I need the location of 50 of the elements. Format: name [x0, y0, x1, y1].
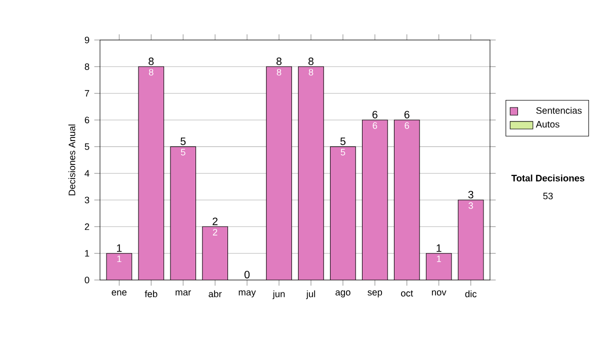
data-label: 8 [308, 68, 314, 76]
data-label: 8 [276, 68, 282, 76]
total-label: 6 [372, 110, 378, 118]
x-tick-label: feb [144, 290, 158, 298]
text: 53 [543, 192, 553, 200]
total-label: 8 [308, 58, 314, 66]
data-label: 1 [117, 256, 122, 262]
y-tick-label: 7 [84, 90, 90, 97]
legend-label: Sentencias [536, 106, 582, 114]
x-tick-label: ago [336, 290, 350, 298]
data-label: 5 [180, 148, 186, 156]
x-tick-label: nov [432, 290, 446, 296]
total-label: 8 [276, 58, 282, 66]
total-label: 5 [180, 138, 186, 146]
y-tick-label: 4 [84, 170, 90, 177]
legend-label: Autos [536, 121, 560, 128]
total-label: 1 [117, 244, 122, 252]
data-label: 6 [372, 122, 378, 129]
y-tick-label: 5 [84, 143, 90, 150]
data-label: 5 [340, 148, 346, 156]
y-tick-label: 6 [84, 116, 90, 124]
x-tick-label: jul [306, 290, 316, 300]
y-tick-label: 9 [84, 36, 90, 44]
total-label: 0 [244, 270, 250, 278]
x-tick-label: oct [401, 290, 414, 297]
data-label: 1 [436, 256, 441, 262]
x-tick-label: may [238, 290, 256, 298]
x-tick-label: abr [208, 290, 222, 298]
total-label: 5 [340, 138, 346, 146]
x-tick-label: sep [368, 290, 382, 298]
y-tick-label: 8 [84, 63, 90, 70]
data-label: 8 [148, 68, 154, 76]
data-label: 6 [404, 122, 410, 129]
x-tick-label: ene [112, 290, 127, 296]
y-tick-label: 3 [84, 196, 90, 204]
x-tick-label: dic [465, 290, 477, 298]
y-tick-label: 2 [84, 223, 90, 230]
text: Total Decisiones [511, 174, 584, 182]
x-tick-label: jun [272, 290, 285, 300]
x-tick-label: mar [176, 290, 191, 296]
y-tick-label: 1 [85, 250, 90, 257]
data-label: 2 [212, 228, 218, 236]
y-tick-label: 0 [84, 276, 90, 284]
total-label: 6 [404, 110, 410, 118]
y-axis-title: Decisiones Anual [68, 124, 76, 196]
total-label: 8 [148, 58, 154, 66]
total-label: 2 [212, 218, 218, 226]
total-label: 3 [468, 190, 474, 198]
data-label: 3 [468, 202, 473, 209]
total-label: 1 [436, 244, 442, 252]
